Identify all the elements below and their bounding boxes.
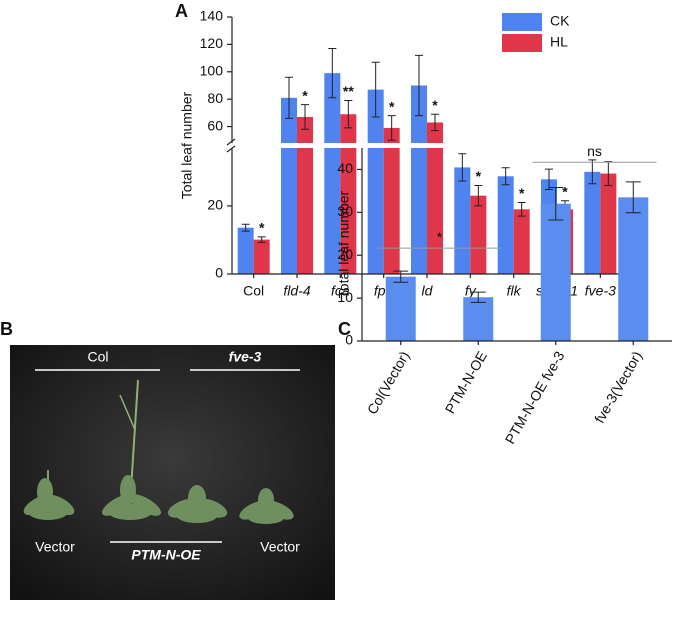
error-bar [285, 76, 293, 119]
group-label: fve-3 [229, 349, 262, 365]
legend-label: HL [550, 34, 568, 50]
bar [253, 239, 270, 274]
x-tick-label: fld-4 [283, 283, 310, 299]
bar [383, 127, 400, 274]
error-bar [328, 48, 337, 99]
legend-label: CK [550, 13, 570, 29]
error-bar [387, 115, 396, 141]
significance: * [389, 98, 395, 114]
error-bar [545, 168, 553, 191]
legend-swatch [502, 34, 542, 52]
significance: * [519, 185, 525, 201]
group-label: Col [87, 349, 108, 365]
bar [340, 114, 357, 274]
x-tick-label: ld [422, 283, 434, 299]
bar [367, 89, 384, 274]
plants [23, 379, 294, 524]
bar [411, 85, 427, 274]
error-bar [371, 61, 380, 118]
plant-label: Vector [260, 539, 300, 555]
significance: * [562, 183, 568, 199]
photo-background [10, 345, 335, 600]
panel-label: B [0, 319, 13, 339]
error-bar [257, 236, 266, 243]
x-tick-label: Col [243, 283, 264, 299]
axis-break [224, 143, 622, 148]
error-bar [344, 100, 353, 129]
x-tick-label: flk [507, 283, 522, 299]
x-tick-label: PTM-N-OE fve-3 [502, 348, 568, 446]
panel-label: C [338, 319, 351, 339]
bar [470, 195, 487, 274]
bar [324, 73, 341, 274]
error-bar [548, 186, 564, 221]
axis-break-mark [226, 138, 236, 153]
bar [427, 122, 443, 275]
significance: ** [343, 83, 354, 99]
annotation: * [437, 229, 443, 245]
plant-label: PTM-N-OE [131, 547, 201, 563]
error-bar [501, 167, 510, 186]
bar [618, 197, 649, 341]
x-tick-label: PTM-N-OE [442, 348, 490, 416]
error-bar [588, 159, 597, 185]
plant-label: Vector [35, 539, 75, 555]
x-tick-label: fve-3 [585, 283, 616, 299]
significance: * [432, 97, 438, 113]
bar [385, 276, 416, 341]
y-tick-label: 60 [207, 117, 223, 133]
x-tick-label: fy [465, 283, 477, 299]
bar [513, 209, 530, 274]
bar [600, 173, 617, 274]
annotation: ns [587, 143, 602, 159]
bar [237, 227, 254, 274]
error-bar [301, 104, 309, 130]
bar [454, 167, 471, 274]
bar [497, 176, 514, 274]
x-tick-label: Col(Vector) [364, 348, 413, 417]
error-bar [474, 184, 483, 207]
bar [540, 203, 571, 341]
error-bar [415, 54, 423, 117]
y-axis-label: Total leaf number [179, 91, 195, 199]
y-tick-label: 30 [337, 203, 353, 219]
y-tick-label: 20 [207, 197, 223, 213]
error-bar [241, 223, 250, 232]
y-tick-label: 120 [200, 35, 224, 51]
significance: * [259, 220, 265, 236]
bar [463, 297, 494, 341]
y-tick-label: 0 [215, 265, 223, 281]
y-tick-label: 0 [345, 332, 353, 348]
error-bar [517, 201, 526, 217]
y-tick-label: 20 [337, 246, 353, 262]
error-bar [470, 291, 486, 303]
y-tick-label: 100 [200, 62, 224, 78]
error-bar [431, 113, 439, 132]
legend-swatch [502, 13, 542, 31]
photo: Col fve-3 Vector PTM-N-OE Vector [10, 345, 335, 600]
error-bar [625, 181, 641, 214]
y-tick-label: 40 [337, 160, 353, 176]
error-bar [458, 153, 467, 182]
y-tick-label: 140 [200, 8, 224, 24]
y-tick-label: 10 [337, 289, 353, 305]
y-axis-label: Total leaf number [336, 190, 352, 298]
x-tick-label: fve-3(Vector) [591, 348, 645, 425]
bar [297, 116, 313, 274]
y-tick-label: 80 [207, 90, 223, 106]
panel-label: A [175, 1, 188, 21]
x-tick-label: fca [331, 283, 350, 299]
significance: * [302, 87, 308, 103]
bar [281, 97, 297, 274]
error-bar [604, 161, 613, 186]
bar [584, 171, 601, 274]
error-bar [393, 270, 409, 283]
significance: * [476, 168, 482, 184]
